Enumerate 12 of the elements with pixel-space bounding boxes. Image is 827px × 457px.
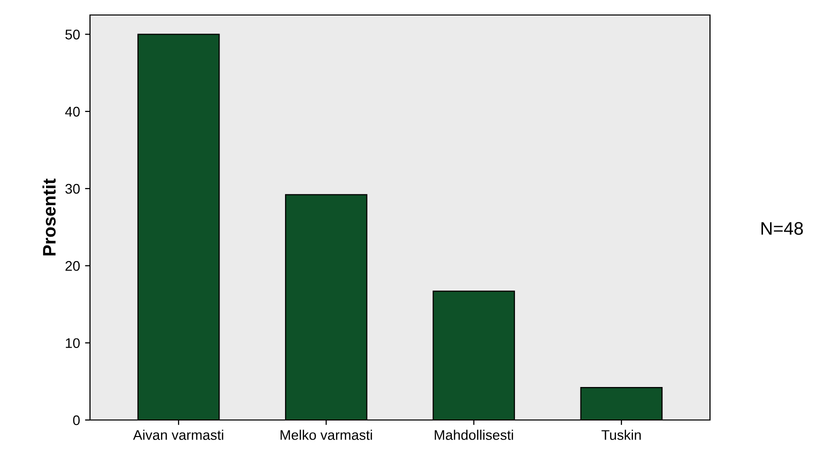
y-tick-label: 50: [65, 30, 80, 40]
y-tick-label: 10: [66, 338, 80, 348]
y-tick-label: 40: [65, 106, 80, 117]
y-tick-label: 20: [66, 261, 80, 271]
y-tick-label: 0: [73, 415, 80, 426]
y-axis-title: Prosentit: [42, 178, 56, 256]
x-tick-label: Aivan varmasti: [133, 430, 224, 440]
text: N=48: [761, 222, 803, 235]
x-tick-label: Tuskin: [602, 430, 641, 440]
x-tick-label: Melko varmasti: [280, 430, 372, 440]
y-tick-label: 30: [65, 184, 80, 194]
x-tick-label: Mahdollisesti: [434, 430, 514, 440]
